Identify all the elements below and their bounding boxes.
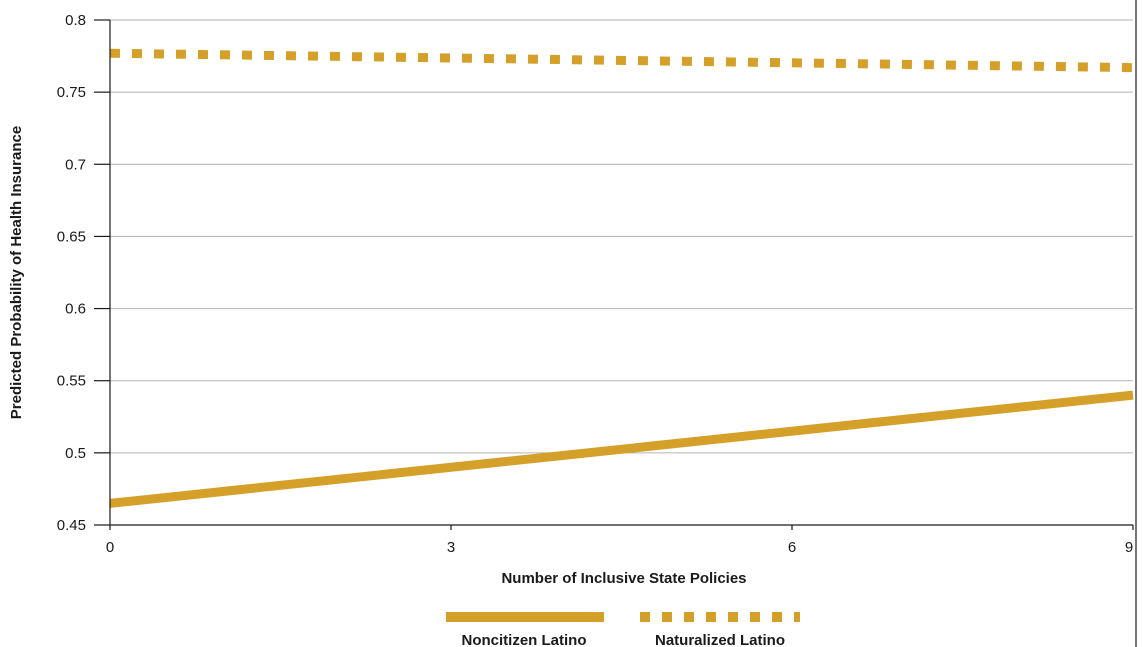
y-tick-label: 0.55 bbox=[57, 373, 86, 390]
x-tick-label: 9 bbox=[1125, 539, 1133, 556]
series-line-naturalized-latino bbox=[109, 48, 1134, 73]
legend-label: Noncitizen Latino bbox=[462, 632, 587, 647]
x-tick-label: 0 bbox=[106, 539, 114, 556]
x-axis-title: Number of Inclusive State Policies bbox=[501, 570, 746, 587]
legend: Noncitizen Latino Naturalized Latino bbox=[446, 612, 800, 647]
axes bbox=[109, 0, 1137, 647]
y-tick-label: 0.7 bbox=[65, 156, 86, 173]
y-tick-label: 0.8 bbox=[65, 12, 86, 29]
ticks: 0.45 0.5 0.55 0.6 0.65 0.7 0.75 0.8 0 3 6 9 bbox=[57, 12, 1134, 556]
series-line-noncitizen-latino bbox=[109, 390, 1134, 508]
y-tick-label: 0.65 bbox=[57, 228, 86, 245]
x-tick-label: 3 bbox=[447, 539, 455, 556]
x-tick-label: 6 bbox=[788, 539, 796, 556]
series-layer bbox=[109, 48, 1134, 508]
y-tick-label: 0.5 bbox=[65, 445, 86, 462]
legend-label: Naturalized Latino bbox=[655, 632, 785, 647]
y-tick-label: 0.75 bbox=[57, 84, 86, 101]
grid-lines bbox=[110, 19, 1133, 454]
y-axis-title: Predicted Probability of Health Insuranc… bbox=[8, 126, 25, 419]
y-tick-label: 0.6 bbox=[65, 301, 86, 318]
y-tick-label: 0.45 bbox=[57, 517, 86, 534]
